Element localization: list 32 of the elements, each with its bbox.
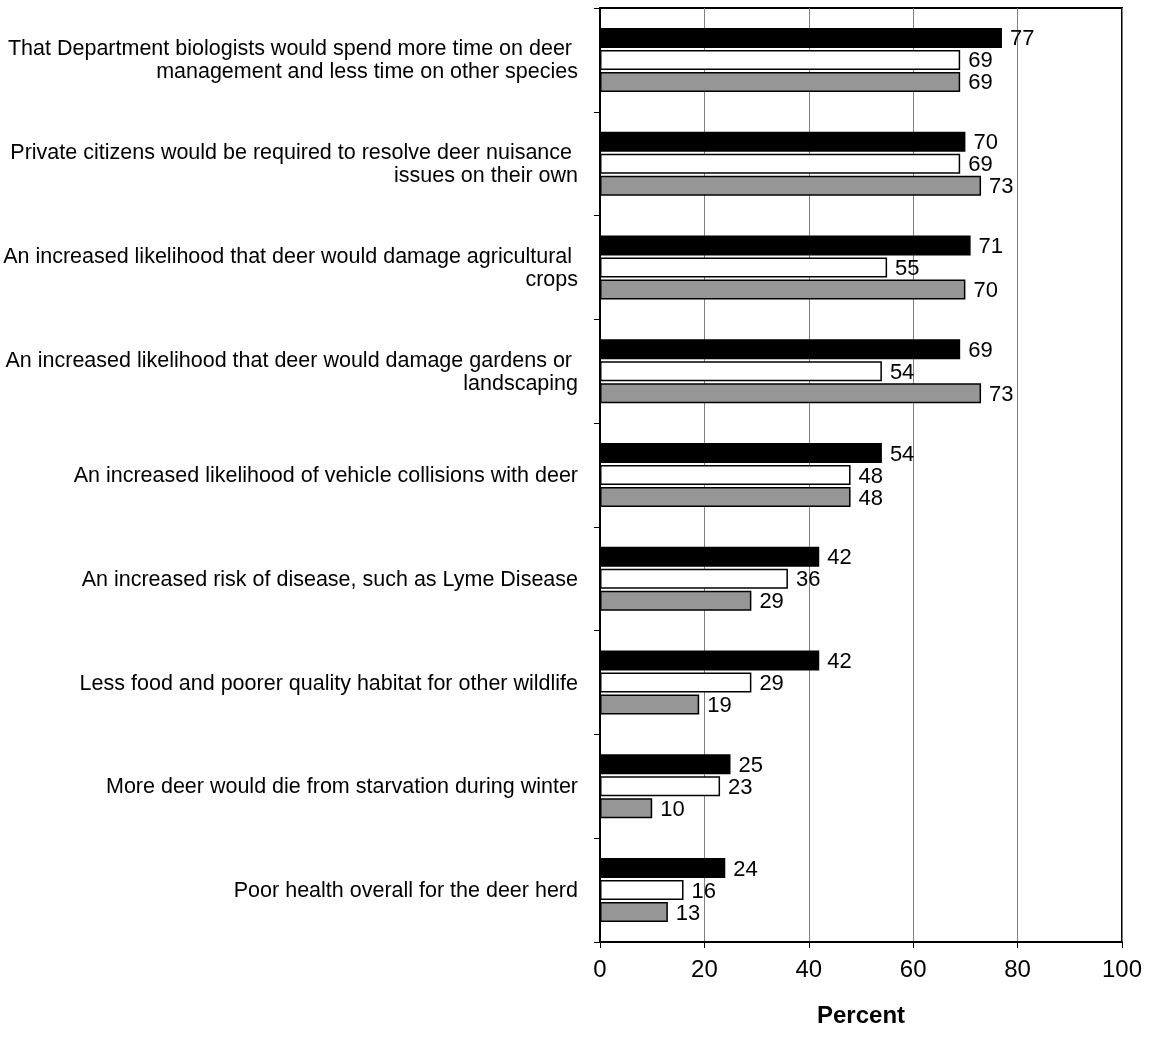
x-tick-label: 60 [899,954,927,982]
data-label: 70 [973,276,998,302]
data-label: 54 [889,440,915,466]
y-tick-label: An increased likelihood that deer would damage gardens or landscaping [5,347,578,395]
data-label: 77 [1009,25,1035,51]
x-tick-label: 40 [795,954,823,982]
data-label: 55 [895,254,920,280]
data-label: 36 [795,566,821,592]
data-label: 71 [978,232,1004,258]
data-label: 73 [989,380,1014,406]
y-tick-label: Private citizens would be required to resolve deer nuisance issues on their own [10,140,578,188]
data-label: 69 [968,336,993,362]
data-label: 24 [733,855,758,881]
y-tick-label: Poor health overall for the deer herd [233,878,578,903]
y-tick-label: That Department biologists would spend more time on deer management and less time on other species [7,36,578,84]
y-tick-label: An increased likelihood that deer would damage agricultural crops [3,243,578,291]
data-label: 42 [827,544,852,570]
data-label: 29 [759,670,784,696]
x-tick-label: 100 [1101,954,1143,982]
data-label: 29 [759,588,784,614]
y-tick-label: Less food and poorer quality habitat for other wildlife [79,670,578,695]
y-tick-label: An increased risk of disease, such as Lyme Disease [81,566,578,591]
x-axis-title: Percent [816,1000,906,1028]
data-label: 19 [707,692,732,718]
x-tick-label: 80 [1004,954,1031,982]
y-tick-label: An increased likelihood of vehicle collisions with deer [73,463,578,487]
y-tick-label: More deer would die from starvation during winter [105,774,578,799]
data-label: 54 [889,358,915,384]
data-label: 10 [660,795,685,821]
x-tick-label: 20 [691,954,718,982]
x-tick-label: 0 [593,954,607,982]
data-label: 42 [827,648,852,674]
